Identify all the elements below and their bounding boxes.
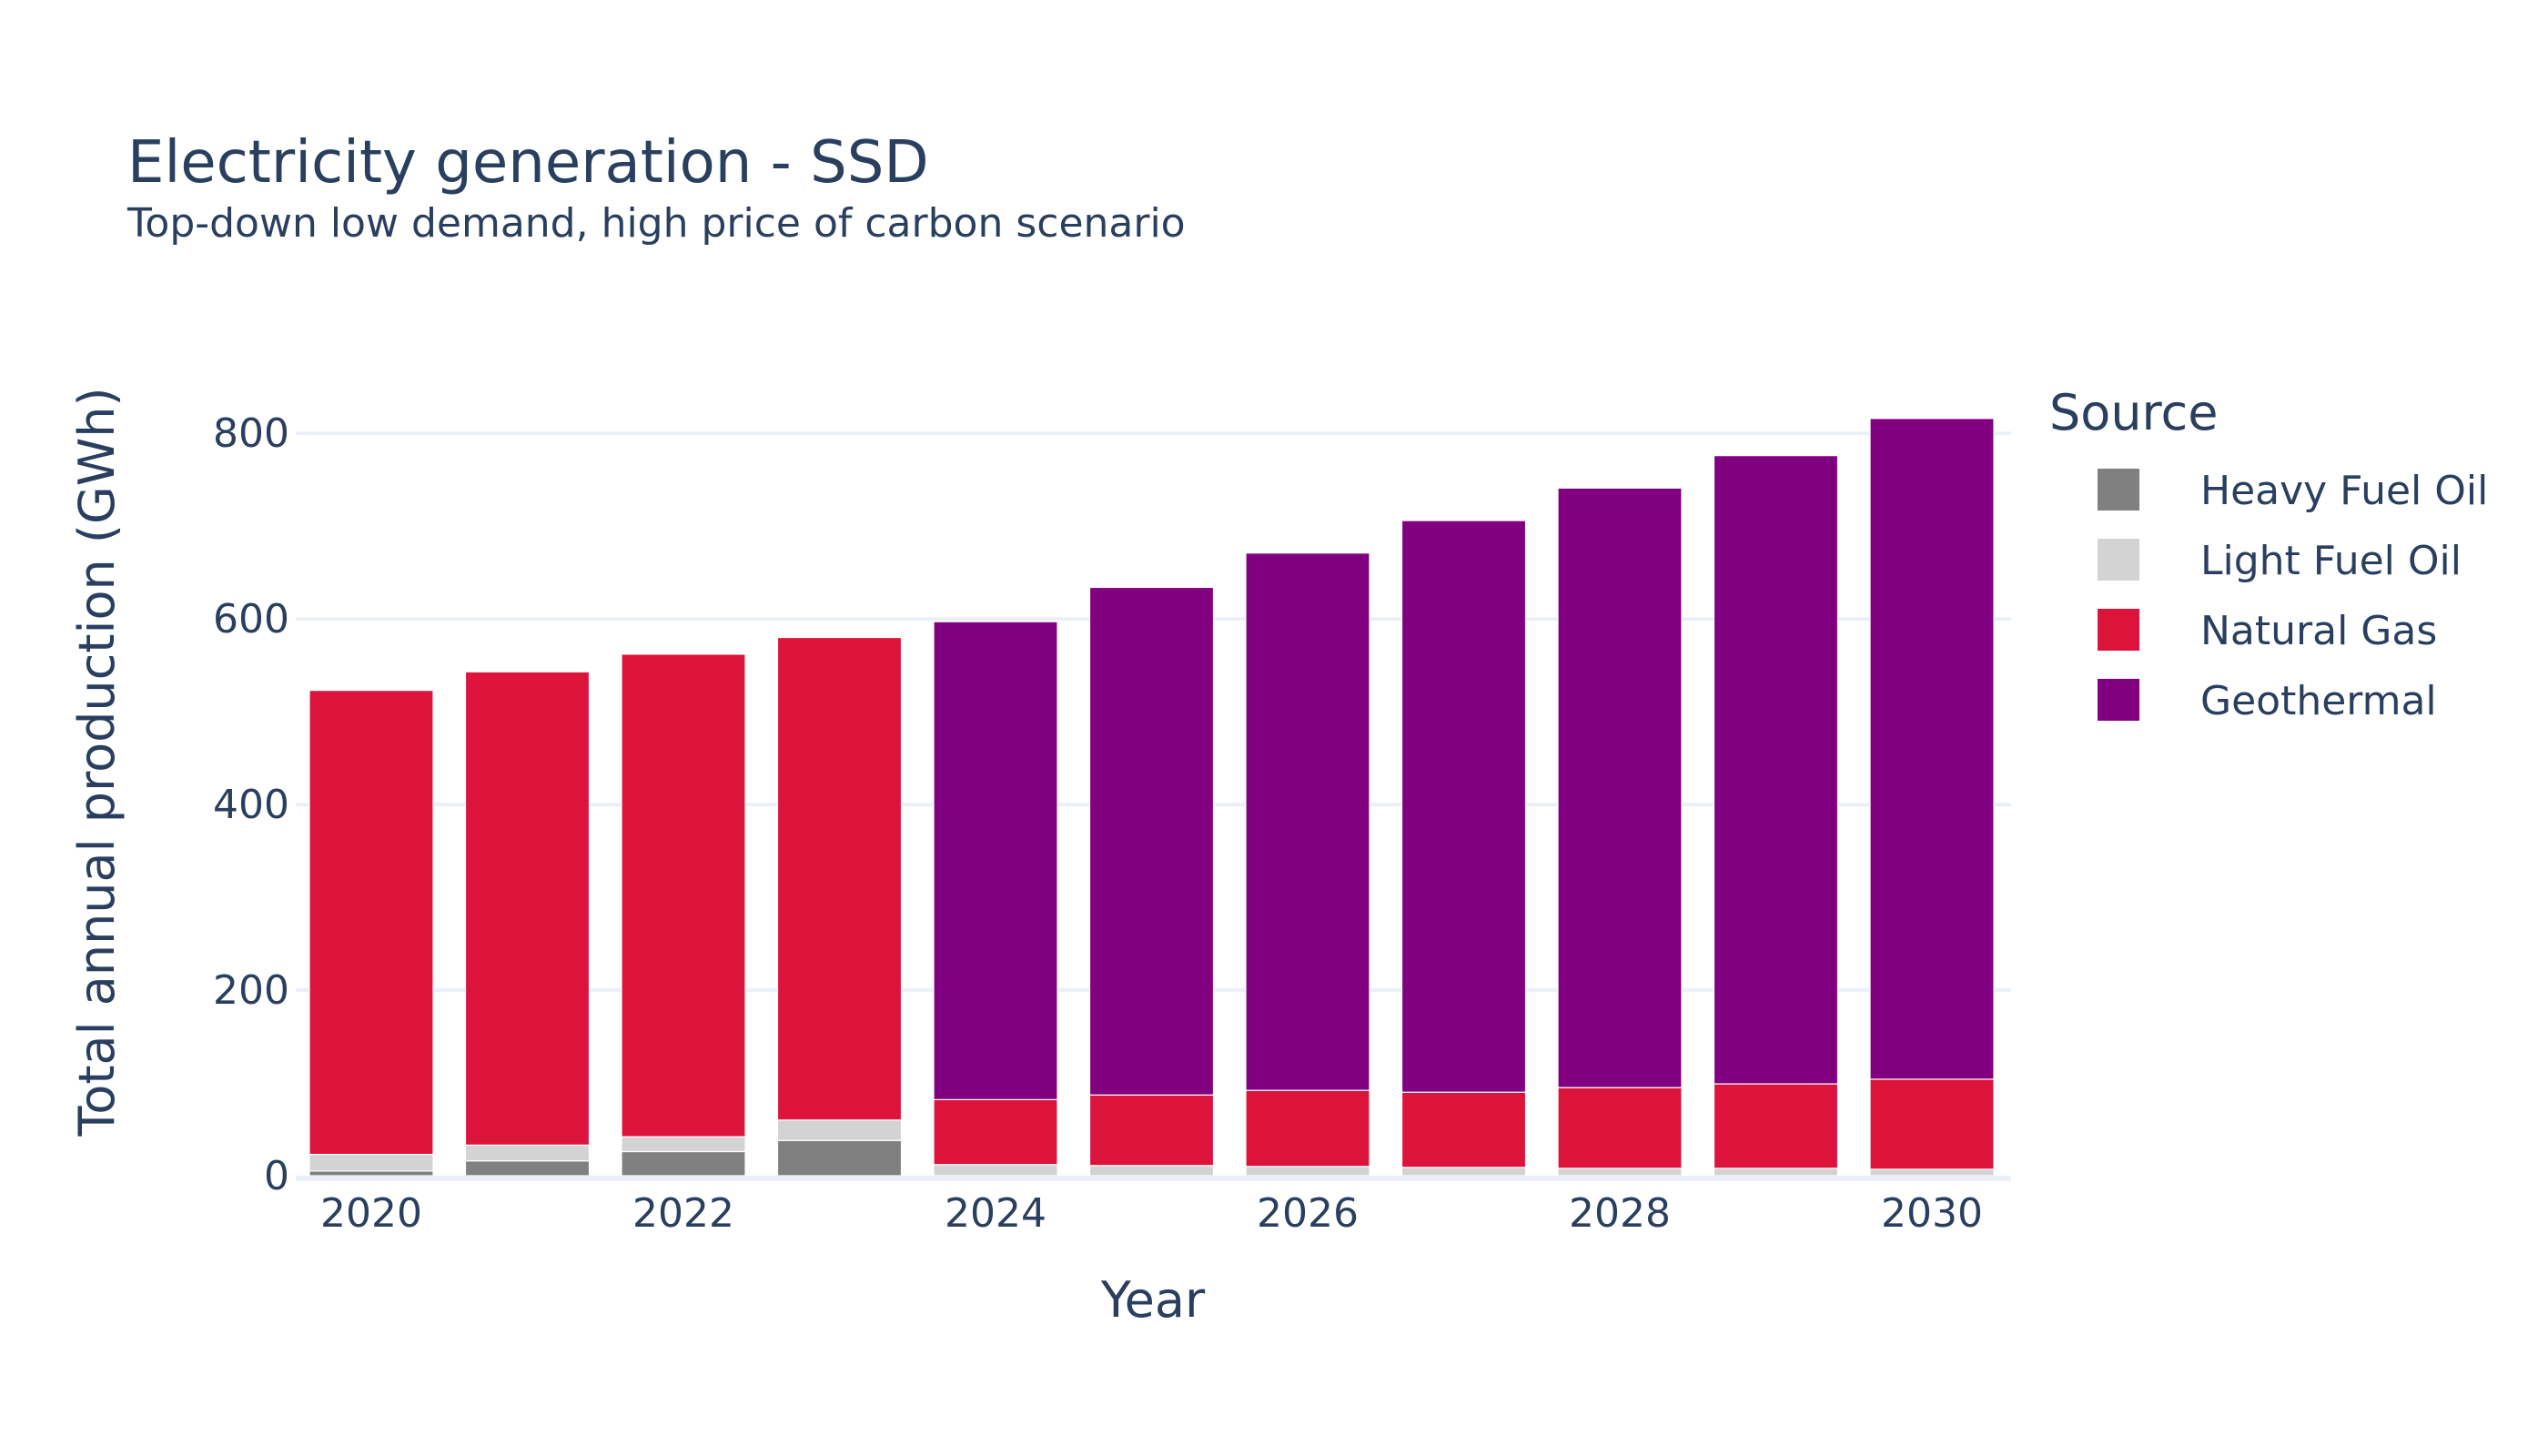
- legend-swatch: [2098, 539, 2139, 581]
- y-tick-label: 0: [264, 1153, 289, 1199]
- y-tick-label: 800: [213, 410, 289, 457]
- legend-item-label: Light Fuel Oil: [2200, 538, 2462, 584]
- bar-segment-natural-gas: [1400, 1091, 1527, 1168]
- bar-segment-light-fuel-oil: [1557, 1168, 1683, 1177]
- legend-swatch: [2098, 679, 2139, 721]
- legend-item-label: Geothermal: [2200, 678, 2437, 724]
- bar-segment-natural-gas: [1713, 1083, 1839, 1169]
- chart-subtitle: Top-down low demand, high price of carbo…: [126, 200, 1186, 247]
- x-axis-ticks: 2020 2022 2024 2026 2028 2030: [320, 1190, 1983, 1237]
- bar-segment-natural-gas: [1088, 1094, 1215, 1167]
- bar-segment-light-fuel-oil: [1088, 1165, 1215, 1177]
- bar-segment-heavy-fuel-oil: [621, 1150, 746, 1177]
- x-tick-label: 2024: [945, 1190, 1046, 1237]
- bar-segment-geothermal: [933, 621, 1058, 1100]
- x-tick-label: 2030: [1881, 1190, 1983, 1237]
- y-axis-title: Total annual production (GWh): [68, 387, 126, 1137]
- bar-segment-natural-gas: [1869, 1078, 1995, 1170]
- bar-segment-heavy-fuel-oil: [776, 1139, 903, 1177]
- y-tick-label: 200: [213, 967, 289, 1014]
- bar-segment-natural-gas: [621, 653, 746, 1138]
- bar-segment-light-fuel-oil: [776, 1119, 903, 1141]
- bar-segment-light-fuel-oil: [1869, 1168, 1995, 1177]
- legend-title: Source: [2049, 384, 2218, 441]
- x-tick-label: 2022: [632, 1190, 734, 1237]
- bar-segment-geothermal: [1400, 520, 1527, 1093]
- legend-swatch: [2098, 469, 2139, 511]
- y-axis-ticks: 0 200 400 600 800: [213, 410, 289, 1199]
- bar-segment-geothermal: [1245, 552, 1370, 1091]
- bar-segment-natural-gas: [776, 636, 903, 1121]
- bar-segment-heavy-fuel-oil: [464, 1160, 591, 1177]
- legend: Source Heavy Fuel Oil Light Fuel Oil Natur…: [2049, 384, 2488, 724]
- bar-segment-heavy-fuel-oil: [308, 1170, 434, 1177]
- x-tick-label: 2026: [1257, 1190, 1359, 1237]
- legend-item-label: Heavy Fuel Oil: [2200, 468, 2488, 514]
- x-axis-title: Year: [1100, 1271, 1206, 1329]
- y-tick-label: 600: [213, 596, 289, 642]
- bar-segment-geothermal: [1557, 487, 1683, 1088]
- bar-segment-light-fuel-oil: [621, 1136, 746, 1153]
- bar-segment-light-fuel-oil: [1713, 1168, 1839, 1177]
- y-tick-label: 400: [213, 782, 289, 828]
- bar-segment-light-fuel-oil: [1245, 1166, 1370, 1177]
- bar-segment-natural-gas: [933, 1098, 1058, 1166]
- bar-segment-natural-gas: [1245, 1089, 1370, 1168]
- legend-item-label: Natural Gas: [2200, 608, 2437, 654]
- bar-segment-natural-gas: [1557, 1087, 1683, 1169]
- legend-swatch: [2098, 609, 2139, 651]
- bar-segment-geothermal: [1088, 586, 1215, 1096]
- chart-title: Electricity generation - SSD: [127, 129, 929, 197]
- bar-segment-light-fuel-oil: [464, 1144, 591, 1162]
- bar-segment-geothermal: [1869, 418, 1995, 1080]
- bar-segment-natural-gas: [464, 671, 591, 1146]
- bars: [308, 418, 1995, 1177]
- bar-segment-natural-gas: [308, 690, 434, 1156]
- bar-segment-geothermal: [1713, 455, 1839, 1085]
- bar-segment-light-fuel-oil: [308, 1153, 434, 1172]
- bar-segment-light-fuel-oil: [1400, 1167, 1527, 1177]
- x-tick-label: 2028: [1569, 1190, 1671, 1237]
- bar-segment-light-fuel-oil: [933, 1164, 1058, 1177]
- x-tick-label: 2020: [320, 1190, 422, 1237]
